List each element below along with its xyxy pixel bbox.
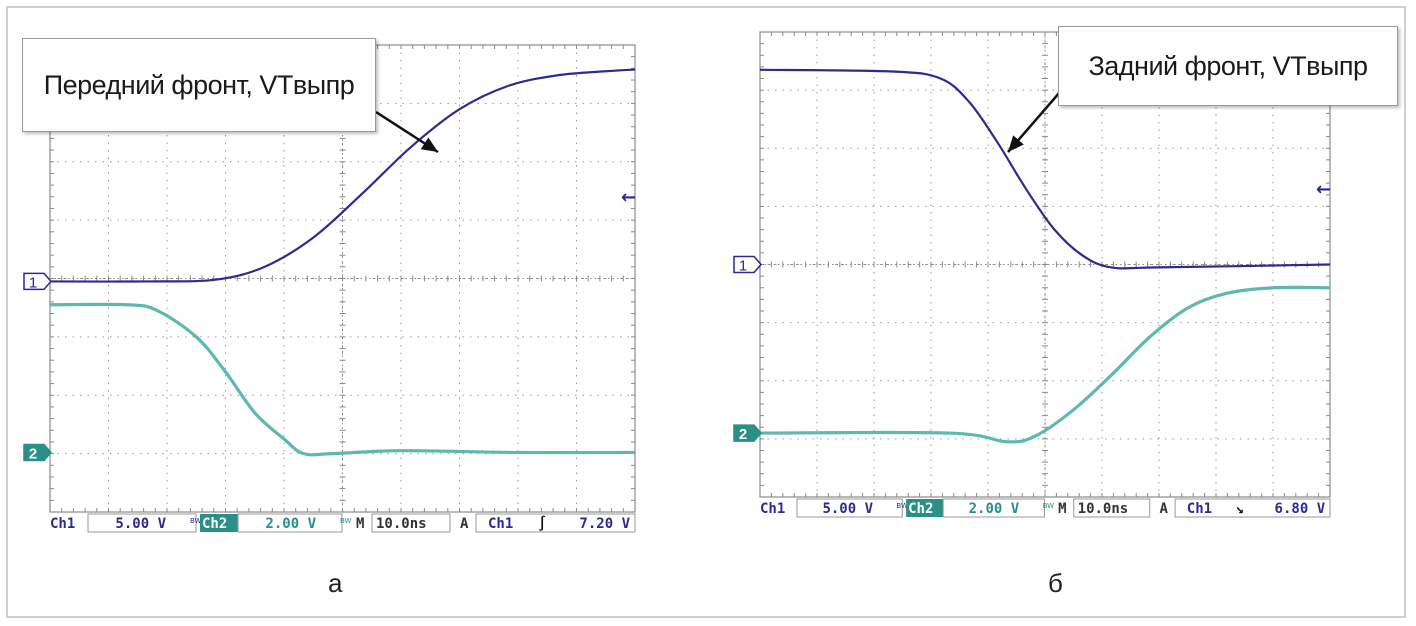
readout-m-label: M <box>1058 501 1066 517</box>
callout-title-a: Передний фронт, VTвыпр <box>22 38 376 132</box>
ch1-marker-shape <box>23 272 52 291</box>
caption-b: б <box>1048 568 1063 598</box>
ch2-marker-shape <box>23 443 52 462</box>
readout-ch1-box <box>796 498 903 518</box>
readout-trigger-level: 6.80 V <box>1275 501 1326 517</box>
readout-trigger-level: 7.20 V <box>579 516 630 532</box>
callout-arrow-head-icon <box>1008 135 1024 152</box>
readout-bw-label-2: BW <box>340 517 352 525</box>
readout-ch2-scale: 2.00 V <box>969 501 1020 517</box>
readout-ch2-label-bg <box>200 514 238 532</box>
readout-ch1-label: Ch1 <box>760 501 785 517</box>
readout-time-box <box>1073 498 1151 518</box>
readout-ch1-label: Ch1 <box>50 516 75 532</box>
trace-ch1 <box>759 68 1331 270</box>
readout-ch1-scale: 5.00 V <box>115 516 166 532</box>
trace-ch2 <box>49 302 636 457</box>
ch2-marker-label: 2 <box>29 445 37 462</box>
callout-title-b: Задний фронт, VTвыпр <box>1058 26 1398 106</box>
readout-ch2-label-bg <box>906 499 944 517</box>
readout-ch1-scale: 5.00 V <box>822 501 873 517</box>
readout-time-box <box>371 513 451 533</box>
readout-trigger-box <box>475 513 636 533</box>
trigger-level-icon: ← <box>1316 179 1331 200</box>
ch1-marker: 1 <box>23 272 52 291</box>
readout-a-label: A <box>460 516 469 532</box>
ch1-marker-label: 1 <box>29 274 37 291</box>
trace-ch1 <box>49 68 636 283</box>
readout-ch2-label: Ch2 <box>202 516 227 532</box>
ch2-marker: 2 <box>733 424 762 443</box>
readout-bw-label-2: BW <box>1043 502 1055 510</box>
readout-bw-label-1: BW <box>896 502 908 510</box>
ch1-marker-label: 1 <box>739 258 747 275</box>
trace-ch2 <box>759 285 1331 444</box>
caption-a: а <box>328 568 343 598</box>
readout-ch2-label: Ch2 <box>908 501 933 517</box>
readout-time-scale: 10.0ns <box>1078 501 1129 517</box>
readout-m-label: M <box>356 516 364 532</box>
readout-trigger-box <box>1174 498 1331 518</box>
readout-ch2-box <box>237 513 343 533</box>
readout-trigger-slope-icon: ∫ <box>538 515 546 532</box>
readout-trigger-ch: Ch1 <box>1187 501 1212 517</box>
ch1-marker: 1 <box>733 255 762 275</box>
readout-ch2-box <box>942 498 1046 518</box>
readout-trigger-ch: Ch1 <box>488 516 513 532</box>
callout-arrow-head-icon <box>420 137 438 152</box>
readout-a-label: A <box>1159 501 1168 517</box>
ch2-marker-shape <box>733 424 762 442</box>
readout-time-scale: 10.0ns <box>376 516 427 532</box>
scope-readout: Ch1 5.00 V BW Ch2 2.00 V BW M 10.0ns A Ch1 ∫ 7.20 V <box>50 513 636 533</box>
readout-trigger-slope-icon: ↘ <box>1235 501 1243 517</box>
readout-bw-label-1: BW <box>190 517 202 525</box>
ch1-marker-shape <box>733 255 762 274</box>
readout-ch1-box <box>87 513 197 533</box>
scope-readout: Ch1 5.00 V BW Ch2 2.00 V BW M 10.0ns A Ch1 ↘ 6.80 V <box>760 498 1331 518</box>
readout-ch2-scale: 2.00 V <box>265 516 316 532</box>
ch2-marker-label: 2 <box>739 426 747 443</box>
ch2-marker: 2 <box>23 443 52 462</box>
trigger-level-icon: ← <box>621 187 636 208</box>
